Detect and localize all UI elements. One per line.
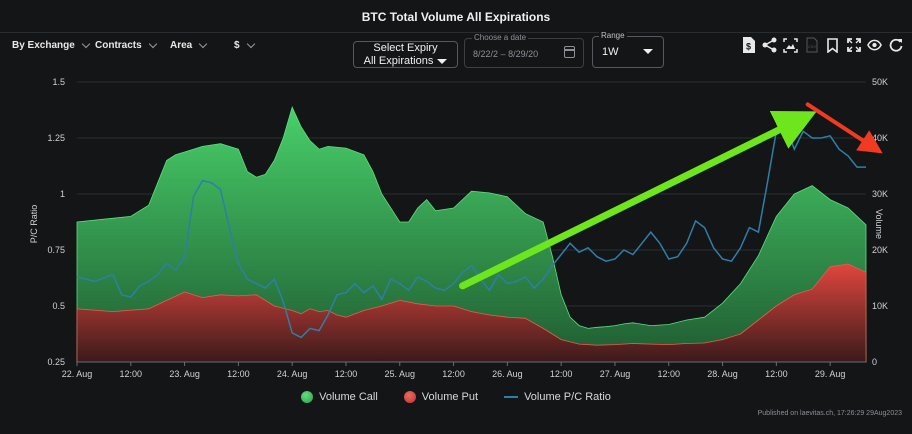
svg-text:CSV: CSV xyxy=(807,44,816,49)
toolbar: $ CSV xyxy=(741,36,903,54)
area-label: Area xyxy=(170,40,193,51)
contracts-label: Contracts xyxy=(95,40,142,51)
image-icon[interactable] xyxy=(783,36,798,54)
caret-down-icon xyxy=(643,49,653,54)
y2-tick-label: 30K xyxy=(872,189,888,199)
y2-tick-label: 40K xyxy=(872,133,888,143)
end-date[interactable]: 8/29/20 xyxy=(508,49,539,59)
chevron-down-icon xyxy=(199,39,208,49)
x-tick-label: 12:00 xyxy=(227,369,250,379)
by-exchange-dropdown[interactable]: By Exchange xyxy=(12,39,91,51)
area-dropdown[interactable]: Area xyxy=(170,39,208,51)
range-value: 1W xyxy=(602,46,619,58)
ratio-line-icon xyxy=(504,396,519,398)
start-date[interactable]: 8/22/2 xyxy=(473,49,499,59)
series-volume-put-area xyxy=(76,263,867,363)
svg-text:$: $ xyxy=(746,42,751,52)
legend-item-volume-ratio[interactable]: Volume P/C Ratio xyxy=(504,391,611,403)
currency-dropdown[interactable]: $ xyxy=(234,39,255,51)
chevron-down-icon xyxy=(246,39,255,49)
put-dot-icon xyxy=(403,391,416,403)
selected-expiry-value: All Expirations xyxy=(354,55,457,68)
series-volume-call-area xyxy=(76,106,867,363)
legend: Volume Call Volume Put Volume P/C Ratio xyxy=(0,391,912,403)
legend-ratio-label: Volume P/C Ratio xyxy=(524,391,611,403)
y-tick-label: 0.75 xyxy=(47,245,65,255)
y-tick-label: 1 xyxy=(60,189,65,199)
title-divider xyxy=(0,32,912,33)
x-tick-label: 27. Aug xyxy=(600,369,631,379)
date-picker-legend: Choose a date xyxy=(472,33,529,42)
y-tick-label: 1.5 xyxy=(52,77,65,87)
calendar-icon[interactable] xyxy=(564,46,575,58)
eye-icon[interactable] xyxy=(867,36,882,54)
y2-tick-label: 20K xyxy=(872,245,888,255)
legend-call-label: Volume Call xyxy=(319,391,378,403)
x-tick-label: 12:00 xyxy=(657,369,680,379)
y2-axis-label: Volume xyxy=(874,209,884,239)
csv-icon[interactable]: CSV xyxy=(804,36,819,54)
chart-title: BTC Total Volume All Expirations xyxy=(361,10,551,24)
volume-chart: 0.25 0.5 0.75 1 1.25 1.5 0 10K 20K 30K 40K 50K 22. A… xyxy=(29,77,888,379)
contracts-dropdown[interactable]: Contracts xyxy=(95,39,157,51)
x-tick-label: 28. Aug xyxy=(707,369,738,379)
legend-put-label: Volume Put xyxy=(421,391,479,403)
bookmark-icon[interactable] xyxy=(825,36,840,54)
x-tick-label: 12:00 xyxy=(550,369,573,379)
y2-tick-label: 0 xyxy=(872,357,877,367)
legend-item-volume-put[interactable]: Volume Put xyxy=(403,391,479,403)
range-select[interactable]: Range 1W xyxy=(592,31,664,68)
y-axis-label: P/C Ratio xyxy=(29,205,39,244)
fullscreen-icon[interactable] xyxy=(846,36,861,54)
currency-label: $ xyxy=(234,40,240,51)
x-tick-label: 29. Aug xyxy=(815,369,846,379)
legend-item-volume-call[interactable]: Volume Call xyxy=(301,391,378,403)
dollar-file-icon[interactable]: $ xyxy=(741,36,756,54)
x-tick-label: 24. Aug xyxy=(277,369,308,379)
series-layer xyxy=(76,106,867,363)
y2-tick-label: 50K xyxy=(872,77,888,87)
y-tick-label: 1.25 xyxy=(47,133,65,143)
annotations xyxy=(459,102,883,290)
x-tick-label: 12:00 xyxy=(335,369,358,379)
chevron-down-icon xyxy=(148,39,157,49)
published-note: Published on laevitas.ch, 17:26:29 29Aug… xyxy=(757,410,902,417)
date-separator: – xyxy=(500,49,506,59)
chevron-down-icon xyxy=(81,39,91,49)
select-expiry-dropdown[interactable]: Select Expiry All Expirations xyxy=(353,41,458,68)
select-expiry-label: Select Expiry xyxy=(373,42,438,54)
red-trend-arrow xyxy=(805,102,883,154)
range-legend: Range xyxy=(599,31,627,40)
date-range-picker[interactable]: Choose a date 8/22/2 – 8/29/20 xyxy=(464,33,584,68)
x-tick-label: 25. Aug xyxy=(385,369,416,379)
y-tick-label: 0.25 xyxy=(47,357,65,367)
x-tick-label: 23. Aug xyxy=(169,369,200,379)
x-tick-label: 12:00 xyxy=(765,369,788,379)
x-tick-label: 22. Aug xyxy=(62,369,93,379)
green-trend-arrow xyxy=(459,111,817,290)
share-icon[interactable] xyxy=(762,36,777,54)
axes: 0.25 0.5 0.75 1 1.25 1.5 0 10K 20K 30K 40K 50K 22. A… xyxy=(47,77,888,379)
caret-down-icon xyxy=(437,58,448,64)
x-tick-label: 12:00 xyxy=(120,369,143,379)
refresh-icon[interactable] xyxy=(888,36,903,54)
y2-tick-label: 10K xyxy=(872,301,888,311)
by-exchange-label: By Exchange xyxy=(12,40,75,51)
call-dot-icon xyxy=(301,391,314,403)
y-tick-label: 0.5 xyxy=(52,301,65,311)
x-tick-label: 12:00 xyxy=(442,369,465,379)
x-tick-label: 26. Aug xyxy=(492,369,523,379)
date-range-values: 8/22/2 – 8/29/20 xyxy=(473,49,538,59)
